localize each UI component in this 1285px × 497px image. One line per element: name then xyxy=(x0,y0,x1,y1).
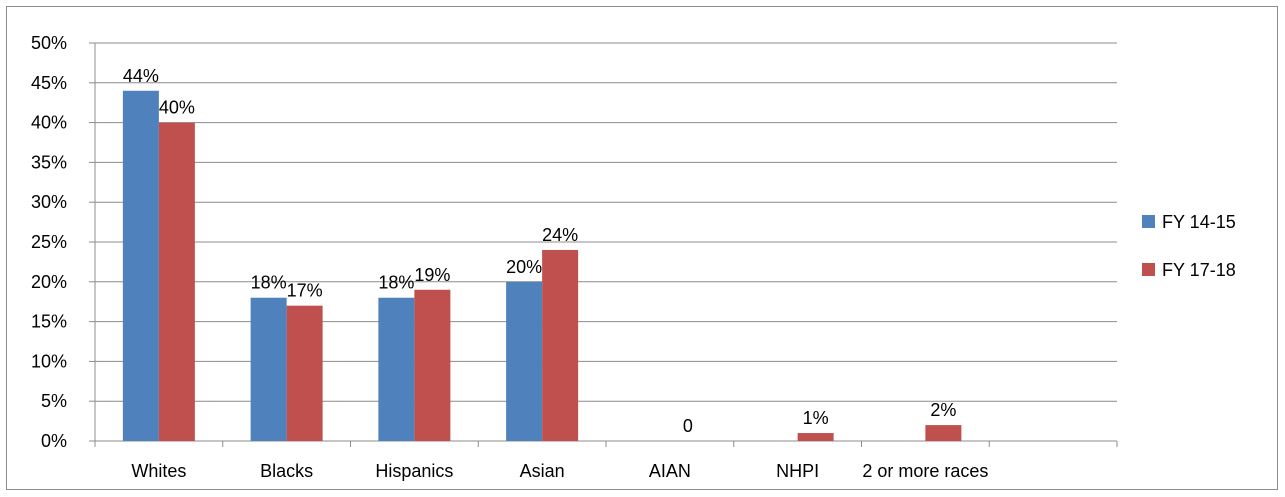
x-category-label: Whites xyxy=(131,461,186,481)
y-tick-label: 0% xyxy=(41,431,67,451)
y-tick-label: 10% xyxy=(31,351,67,371)
x-category-label: Hispanics xyxy=(375,461,453,481)
chart-frame xyxy=(6,6,1278,490)
y-tick-label: 20% xyxy=(31,272,67,292)
y-tick-label: 15% xyxy=(31,312,67,332)
bar-fy14-15 xyxy=(122,90,159,441)
x-category-label: 2 or more races xyxy=(862,461,988,481)
y-tick-label: 50% xyxy=(31,33,67,53)
y-tick-label: 5% xyxy=(41,391,67,411)
legend-swatch xyxy=(1142,263,1155,276)
bar-fy17-18 xyxy=(286,305,323,441)
bar-fy14-15 xyxy=(250,297,287,441)
data-label: 20% xyxy=(506,257,542,277)
data-label: 19% xyxy=(414,265,450,285)
data-label: 40% xyxy=(159,98,195,118)
bar-fy17-18 xyxy=(797,433,834,441)
x-category-label: Blacks xyxy=(260,461,313,481)
bar-fy17-18 xyxy=(542,249,579,441)
legend-swatch xyxy=(1142,215,1155,228)
data-label: 18% xyxy=(378,273,414,293)
bar-fy17-18 xyxy=(158,122,195,441)
bar-fy14-15 xyxy=(506,281,543,441)
data-label: 2% xyxy=(930,400,956,420)
data-label: 18% xyxy=(251,273,287,293)
y-tick-label: 40% xyxy=(31,113,67,133)
y-tick-label: 30% xyxy=(31,192,67,212)
data-label: 0 xyxy=(683,416,693,436)
data-label: 44% xyxy=(123,66,159,86)
x-category-label: AIAN xyxy=(649,461,691,481)
y-tick-label: 25% xyxy=(31,232,67,252)
data-label: 17% xyxy=(287,281,323,301)
bar-fy14-15 xyxy=(378,297,415,441)
legend-label: FY 14-15 xyxy=(1162,212,1236,232)
x-category-label: NHPI xyxy=(776,461,819,481)
data-label: 24% xyxy=(542,225,578,245)
bar-fy17-18 xyxy=(925,425,962,441)
y-tick-label: 45% xyxy=(31,73,67,93)
legend-label: FY 17-18 xyxy=(1162,260,1236,280)
y-tick-label: 35% xyxy=(31,152,67,172)
x-category-label: Asian xyxy=(520,461,565,481)
bar-fy17-18 xyxy=(414,289,451,441)
data-label: 1% xyxy=(803,408,829,428)
